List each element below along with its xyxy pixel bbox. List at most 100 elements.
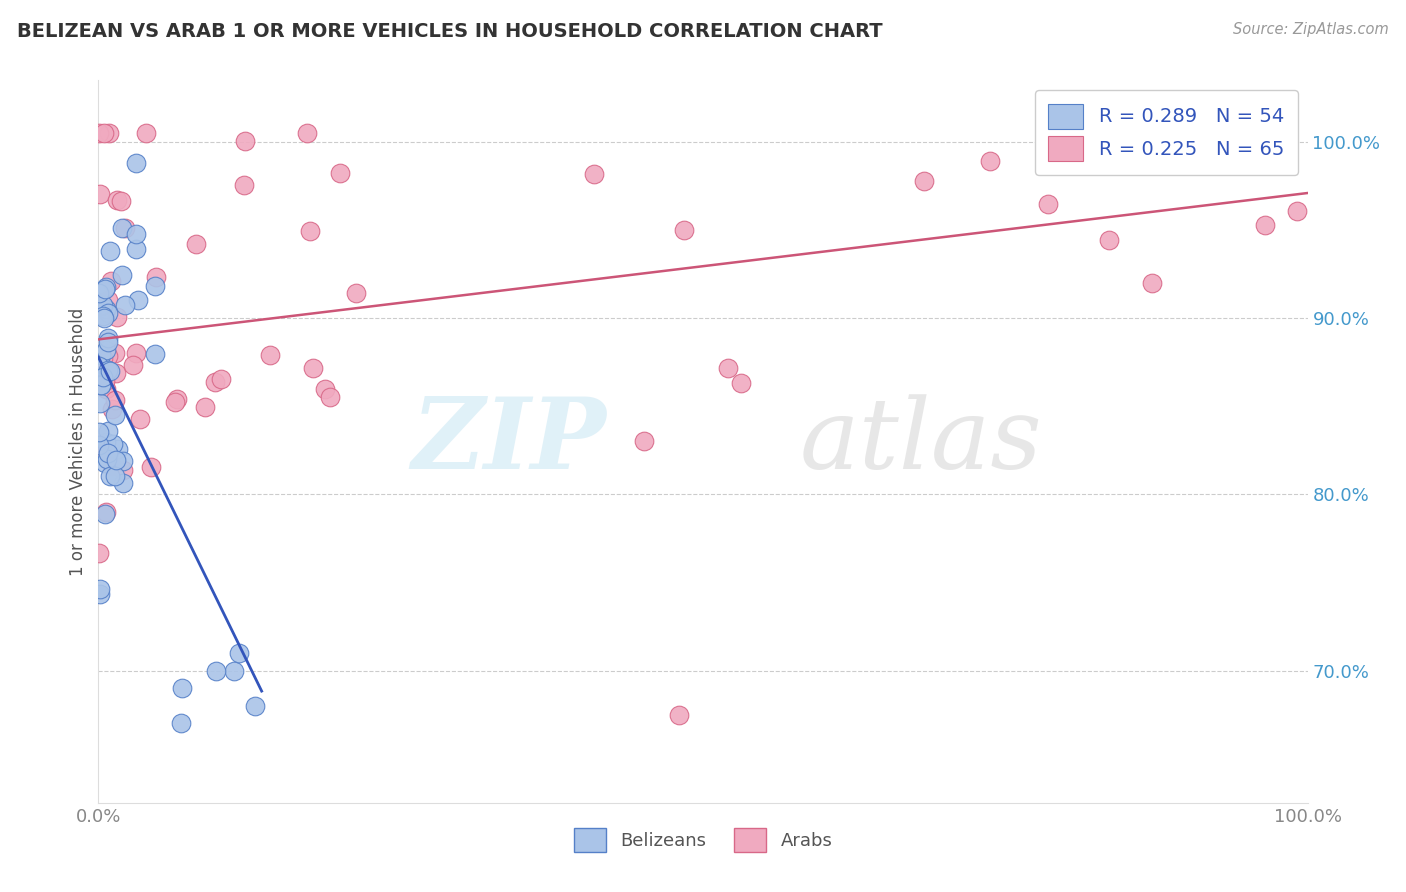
Point [233,134,256,148]
Point [89,372,111,386]
Point [135,126,157,140]
Point [103,436,125,450]
Point [1254,218,1277,232]
Point [91,351,114,366]
Point [673,223,696,237]
Point [96,451,118,466]
Point [100,244,122,258]
Point [101,401,124,416]
Point [1154,126,1177,140]
Text: ZIP: ZIP [412,393,606,490]
Point [124,156,146,170]
Point [111,463,134,477]
Point [91,298,114,312]
Point [730,376,752,390]
Point [204,375,226,389]
Point [243,698,266,713]
Point [97,334,120,349]
Point [145,269,167,284]
Point [122,358,145,372]
Point [186,237,208,252]
Point [87,126,110,140]
Point [96,444,118,458]
Point [87,285,110,300]
Legend: Belizeans, Arabs: Belizeans, Arabs [567,822,839,859]
Point [97,363,120,377]
Point [668,707,690,722]
Point [111,221,134,235]
Point [232,178,254,193]
Point [111,268,134,282]
Point [114,220,136,235]
Point [94,456,117,470]
Point [114,298,136,312]
Point [101,459,124,474]
Point [314,382,336,396]
Point [1168,136,1191,150]
Text: Source: ZipAtlas.com: Source: ZipAtlas.com [1233,22,1389,37]
Point [1286,203,1309,218]
Point [166,392,188,406]
Point [89,587,111,601]
Point [143,279,166,293]
Point [319,391,342,405]
Point [1083,126,1105,140]
Point [100,274,122,288]
Point [97,126,120,140]
Point [107,442,129,456]
Point [302,361,325,376]
Point [344,286,367,301]
Point [105,193,128,207]
Point [90,363,112,377]
Point [172,681,194,696]
Point [979,154,1001,169]
Point [104,366,127,380]
Point [97,306,120,320]
Point [104,453,127,467]
Text: BELIZEAN VS ARAB 1 OR MORE VEHICLES IN HOUSEHOLD CORRELATION CHART: BELIZEAN VS ARAB 1 OR MORE VEHICLES IN H… [17,22,883,41]
Point [89,582,111,597]
Point [97,349,120,363]
Point [717,361,740,376]
Point [91,310,114,324]
Point [205,664,228,678]
Y-axis label: 1 or more Vehicles in Household: 1 or more Vehicles in Household [69,308,87,575]
Point [912,174,935,188]
Point [98,468,121,483]
Point [97,446,120,460]
Point [90,378,112,392]
Point [104,393,127,408]
Point [94,374,117,388]
Point [93,126,115,140]
Point [194,400,217,414]
Point [97,424,120,438]
Point [170,716,193,731]
Point [90,377,112,392]
Point [87,375,110,389]
Point [633,434,655,448]
Point [87,425,110,439]
Point [1140,276,1163,290]
Point [128,411,150,425]
Point [89,359,111,373]
Text: atlas: atlas [800,394,1042,489]
Point [93,311,115,326]
Point [329,165,352,179]
Point [94,301,117,316]
Point [111,454,134,468]
Point [94,343,117,357]
Point [98,364,121,378]
Point [228,646,250,660]
Point [583,167,606,181]
Point [89,396,111,410]
Point [104,469,127,483]
Point [97,293,120,307]
Point [1098,233,1121,247]
Point [163,394,186,409]
Point [87,438,110,452]
Point [1192,147,1215,161]
Point [87,546,110,560]
Point [110,194,132,208]
Point [111,475,134,490]
Point [96,279,118,293]
